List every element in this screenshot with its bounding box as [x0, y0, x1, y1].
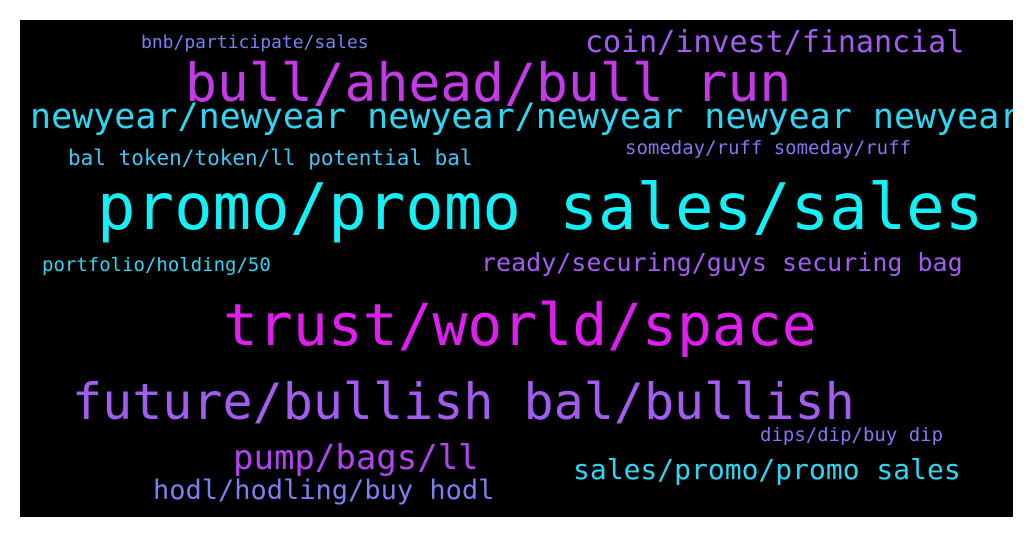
- word-bal-token: bal token/token/ll potential bal: [68, 146, 473, 170]
- word-cloud-canvas: bnb/participate/sales coin/invest/financ…: [20, 20, 1013, 517]
- word-ready-securing: ready/securing/guys securing bag: [481, 248, 963, 277]
- word-future-bullish: future/bullish bal/bullish: [72, 373, 855, 431]
- word-trust-world-space: trust/world/space: [223, 291, 817, 359]
- word-hodl-hodling-buy-hodl: hodl/hodling/buy hodl: [153, 475, 495, 506]
- word-dips-dip-buy-dip: dips/dip/buy dip: [760, 424, 944, 446]
- word-newyear: newyear/newyear newyear/newyear newyear …: [30, 97, 1013, 137]
- word-bnb-participate-sales: bnb/participate/sales: [141, 32, 369, 53]
- word-pump-bags-ll: pump/bags/ll: [233, 438, 479, 478]
- word-bull-ahead-bull-run: bull/ahead/bull run: [185, 53, 792, 114]
- word-coin-invest-financial: coin/invest/financial: [585, 25, 965, 60]
- word-promo-promo-sales-sales: promo/promo sales/sales: [97, 171, 984, 245]
- word-someday-ruff: someday/ruff someday/ruff: [625, 137, 911, 159]
- word-portfolio-holding-50: portfolio/holding/50: [42, 254, 271, 276]
- word-sales-promo-promo-sales: sales/promo/promo sales: [573, 453, 961, 486]
